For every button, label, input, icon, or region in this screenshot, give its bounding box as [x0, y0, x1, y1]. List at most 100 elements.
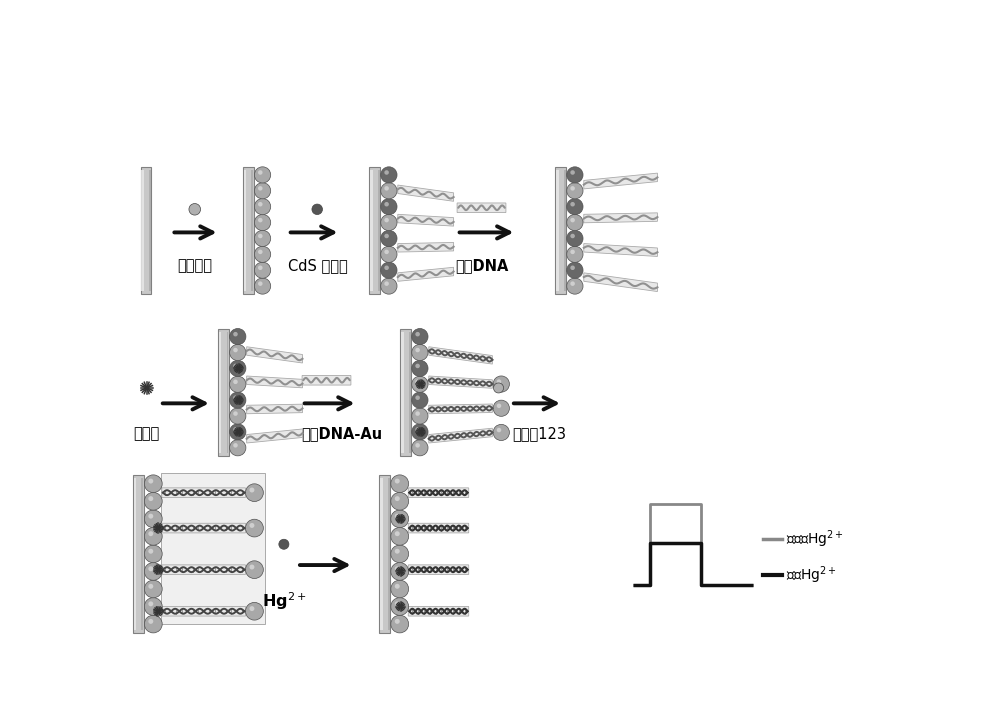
Polygon shape [584, 213, 657, 223]
FancyBboxPatch shape [408, 607, 469, 616]
Circle shape [254, 182, 271, 199]
Circle shape [254, 262, 271, 278]
Circle shape [391, 615, 409, 633]
Circle shape [148, 602, 153, 606]
Circle shape [493, 376, 509, 392]
Circle shape [144, 510, 162, 528]
Circle shape [249, 523, 254, 528]
Polygon shape [243, 167, 254, 294]
Circle shape [233, 332, 238, 337]
Circle shape [258, 250, 263, 254]
Polygon shape [247, 429, 302, 443]
Circle shape [391, 475, 409, 492]
Bar [219, 332, 221, 452]
Circle shape [144, 580, 162, 598]
Circle shape [258, 186, 263, 190]
Circle shape [395, 602, 400, 606]
Bar [244, 170, 246, 291]
Circle shape [230, 439, 246, 456]
Circle shape [246, 602, 263, 620]
Circle shape [381, 230, 397, 246]
Circle shape [415, 395, 420, 400]
Circle shape [391, 492, 409, 510]
Circle shape [258, 282, 263, 286]
Circle shape [395, 479, 400, 484]
Circle shape [494, 383, 504, 393]
Circle shape [412, 424, 428, 440]
Bar [564, 170, 566, 291]
Circle shape [148, 496, 153, 501]
Circle shape [415, 443, 420, 447]
Polygon shape [400, 329, 411, 455]
Circle shape [395, 549, 400, 554]
Circle shape [381, 278, 397, 294]
Polygon shape [429, 376, 492, 388]
Text: 存在Hg$^{2+}$: 存在Hg$^{2+}$ [786, 564, 837, 586]
Circle shape [381, 198, 397, 215]
Text: 乙醇胺: 乙醇胺 [134, 426, 160, 442]
Circle shape [230, 329, 246, 345]
Polygon shape [429, 428, 492, 443]
Text: 目标DNA-Au: 目标DNA-Au [302, 426, 383, 442]
Circle shape [258, 170, 263, 174]
Circle shape [254, 167, 271, 183]
FancyBboxPatch shape [162, 488, 246, 497]
Circle shape [258, 202, 263, 206]
FancyBboxPatch shape [408, 488, 469, 497]
Circle shape [233, 363, 238, 369]
Circle shape [391, 580, 409, 598]
Circle shape [233, 443, 238, 447]
Circle shape [412, 392, 428, 408]
Circle shape [144, 528, 162, 545]
Bar [161, 473, 265, 623]
Circle shape [230, 376, 246, 392]
Bar [134, 478, 136, 630]
Circle shape [567, 167, 583, 183]
Text: 探针DNA: 探针DNA [455, 258, 508, 273]
Polygon shape [584, 273, 657, 292]
Circle shape [384, 250, 389, 254]
Circle shape [233, 411, 238, 416]
Circle shape [233, 427, 238, 432]
Circle shape [148, 549, 153, 554]
Circle shape [570, 250, 575, 254]
Circle shape [567, 278, 583, 294]
Circle shape [384, 202, 389, 206]
Bar [370, 170, 373, 291]
Circle shape [415, 379, 420, 384]
Circle shape [381, 167, 397, 183]
Circle shape [567, 198, 583, 215]
Polygon shape [398, 267, 454, 282]
FancyBboxPatch shape [162, 607, 246, 616]
Circle shape [497, 403, 501, 408]
Bar [251, 170, 253, 291]
Circle shape [384, 186, 389, 190]
Bar [141, 170, 144, 291]
Circle shape [415, 411, 420, 416]
Bar [388, 478, 390, 630]
Circle shape [415, 427, 420, 432]
Circle shape [230, 392, 246, 408]
Circle shape [415, 332, 420, 337]
Circle shape [384, 218, 389, 222]
FancyBboxPatch shape [162, 523, 246, 533]
Circle shape [570, 202, 575, 206]
Circle shape [254, 230, 271, 246]
Circle shape [567, 262, 583, 278]
Circle shape [395, 496, 400, 501]
Circle shape [493, 424, 509, 440]
Circle shape [391, 563, 409, 580]
Circle shape [148, 513, 153, 518]
Polygon shape [247, 376, 302, 388]
Circle shape [395, 584, 400, 589]
Circle shape [148, 531, 153, 536]
Circle shape [395, 566, 400, 571]
Polygon shape [218, 329, 229, 455]
Bar [401, 332, 404, 452]
Circle shape [381, 214, 397, 231]
Circle shape [189, 203, 201, 215]
Circle shape [567, 230, 583, 246]
Circle shape [148, 619, 153, 624]
Circle shape [258, 266, 263, 270]
Circle shape [144, 615, 162, 633]
